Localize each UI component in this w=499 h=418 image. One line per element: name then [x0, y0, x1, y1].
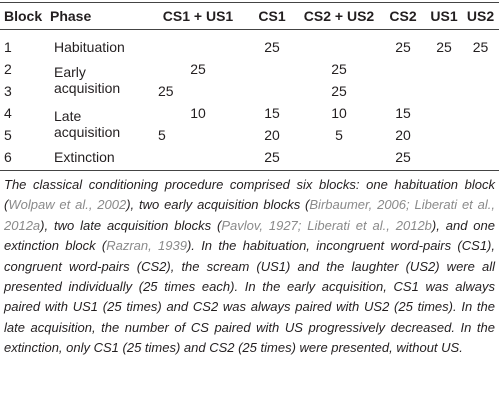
caption-text: ), two late acquisition blocks (: [40, 217, 222, 233]
citation: Wolpaw et al., 2002: [8, 197, 127, 213]
table-cell: 5: [335, 127, 343, 143]
column-header: US2: [462, 2, 499, 30]
table-cell: [426, 124, 462, 146]
table-cell: [426, 102, 462, 124]
table-cell: 10: [190, 105, 206, 121]
table-cell: 1: [4, 39, 12, 55]
table-row: 1 Habituation 25 25 25 25: [0, 30, 499, 59]
column-header: US1: [426, 2, 462, 30]
column-header: CS2 + US2: [298, 2, 380, 30]
table-cell: 25: [472, 39, 489, 55]
table-cell: [462, 80, 499, 102]
table-cell: [462, 58, 499, 80]
data-table: Block Phase CS1 + US1 CS1 CS2 + US2 CS2 US1 US2…: [0, 2, 499, 171]
table-cell: 25: [158, 83, 174, 99]
table-cell: [380, 58, 426, 80]
citation: Birbaumer, 2006; Liberati et al., 2012a: [4, 197, 495, 233]
table-cell: 25: [190, 61, 206, 77]
table-cell: 25: [395, 39, 411, 55]
caption-text: ). In the habituation, incongruent word-…: [4, 238, 495, 356]
table-cell: [380, 80, 426, 102]
column-header: CS1: [246, 2, 298, 30]
table-cell: 6: [0, 146, 46, 171]
table-cell: 15: [264, 105, 280, 121]
table-cell: 5: [158, 127, 166, 143]
table-cell: 25: [436, 39, 452, 55]
table-cell: 4: [4, 105, 12, 121]
table-cell: [150, 30, 246, 59]
table-cell: [246, 58, 298, 80]
column-header: CS2: [380, 2, 426, 30]
column-header: CS1 + US1: [150, 2, 246, 30]
column-header: Phase: [46, 2, 150, 30]
table-cell: 25: [331, 61, 347, 77]
table-row: 6 Extinction 25 25: [0, 146, 499, 171]
table-cell: [462, 124, 499, 146]
table-cell: [298, 30, 380, 59]
citation: Pavlov, 1927; Liberati et al., 2012b: [221, 217, 432, 233]
column-header: Block: [0, 2, 46, 30]
table-cell: 5: [4, 127, 12, 143]
caption-text: ), two early acquisition blocks (: [126, 197, 310, 213]
table-cell: [462, 146, 499, 171]
phase-cell: Late acquisition: [54, 108, 121, 140]
caption-text: The classical conditioning procedure com…: [4, 177, 495, 213]
table-cell: 10: [331, 105, 347, 121]
table-cell: 2: [4, 61, 12, 77]
citation: Razran, 1939: [106, 238, 187, 254]
table-body: 1 Habituation 25 25 25 25 2 Early acquisition 25…: [0, 30, 499, 171]
phase-cell: Early acquisition: [54, 64, 121, 96]
table-cell: [150, 146, 246, 171]
table-row: 2 Early acquisition 25 25: [0, 58, 499, 96]
table-row: 5 5 20 5 20: [0, 124, 499, 146]
phase-cell: Extinction: [46, 146, 150, 171]
table-cell: [426, 58, 462, 80]
table-cell: 20: [395, 127, 411, 143]
table-cell: 15: [395, 105, 411, 121]
header-row: Block Phase CS1 + US1 CS1 CS2 + US2 CS2 US1 US2: [0, 2, 499, 30]
table-cell: 25: [331, 83, 347, 99]
table-cell: [298, 146, 380, 171]
table-cell: 25: [264, 39, 280, 55]
table-cell: 25: [246, 146, 298, 171]
table-row: 3 25 25: [0, 80, 499, 102]
table-cell: 25: [380, 146, 426, 171]
caption: The classical conditioning procedure com…: [4, 175, 495, 359]
table-row: 4 Late acquisition 10 15 10 15: [0, 102, 499, 140]
phase-cell: Habituation: [54, 39, 125, 55]
table-cell: [426, 80, 462, 102]
table-cell: [462, 102, 499, 124]
table-cell: [426, 146, 462, 171]
caption-text: ), and one extinction block (: [4, 217, 495, 254]
table-cell: [246, 80, 298, 102]
table-cell: 3: [4, 83, 12, 99]
table-cell: 20: [264, 127, 280, 143]
